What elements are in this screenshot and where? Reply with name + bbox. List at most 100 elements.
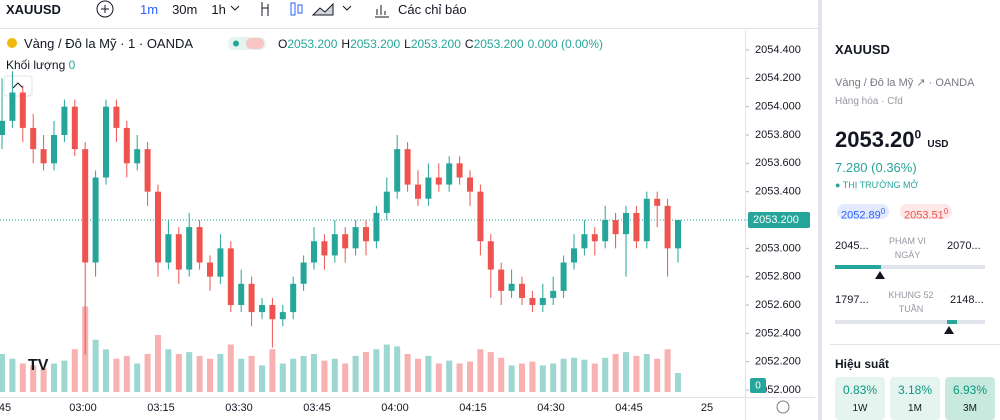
candle-body [591,234,598,242]
volume-bar [508,365,515,392]
candle-body [446,163,453,185]
candle-body [394,149,401,192]
volume-bar [425,355,432,392]
volume-bar [144,354,151,392]
day-range-fill [835,265,881,269]
volume-bar [279,363,286,392]
candle-body [487,241,494,270]
volume-bar [675,373,681,392]
volume-title: Khối lượng [6,58,66,72]
volume-bar [259,365,265,392]
settings-icon[interactable] [776,400,790,414]
price: 2053.20 [835,127,915,152]
dropdown-icon[interactable] [230,5,240,11]
indicators-icon[interactable] [375,5,389,18]
volume-bar [373,349,380,392]
status-dot [233,40,239,47]
volume-axis-box [750,378,766,393]
interval[interactable]: 30m [172,2,198,17]
symbol[interactable]: XAUUSD [6,2,61,17]
candle-body [269,305,276,320]
x-tick-label: 25 [701,402,713,414]
candle-body [155,191,161,263]
ohlc-value: 2053.200 [350,37,401,51]
add-icon[interactable] [96,0,114,18]
volume-bar [217,354,224,392]
volume-bar [529,361,536,392]
candle-body [227,248,234,306]
candle-style-icon[interactable] [290,2,296,16]
candle-body [290,283,297,313]
volume-bar [633,355,640,392]
interval[interactable]: 1m [140,2,159,17]
add-icon-plus [101,5,109,13]
side-price: 2053.200 USD [835,127,948,153]
volume-bar [30,365,37,392]
y-tick-label: 2052.400 [755,327,801,339]
volume-bar [456,363,463,392]
candle-body [196,227,203,263]
candle-body [508,283,515,291]
volume-bar [571,357,577,392]
performance-period: 3M [963,403,977,414]
x-tick-label: 03:45 [303,402,331,414]
volume-bar [238,358,245,392]
volume-bar [383,344,390,392]
collapse-button[interactable] [3,75,33,97]
ask-value: 2053.51 [904,209,944,222]
candle-body [82,149,89,263]
candle-body [654,198,661,206]
candle-body [300,262,307,284]
day-low: 2045... [835,240,869,252]
y-tick-label: 2052.200 [755,356,801,368]
ohlc-key: O [278,37,288,51]
ohlc-key: L [404,37,411,51]
y-tick-label: 2054.400 [755,44,801,56]
volume-bar [446,360,453,392]
candle-body [425,177,432,199]
candle-body [498,269,505,291]
ohlc-key: H [341,37,351,51]
x-tick-label: 45 [0,402,11,414]
candle-body [643,198,650,242]
candle-body [19,92,26,128]
last-price-label: 2053.200 [753,214,799,226]
side-name: Vàng / Đô la Mỹ [835,77,914,89]
interval[interactable]: 1h [211,2,226,17]
volume-axis-label: 0 [755,381,761,392]
y-tick-label: 2052.600 [755,299,801,311]
candle-body [664,205,671,249]
performance-tile: 3.18% 1M [890,377,940,420]
dropdown-icon[interactable] [342,5,352,11]
area-style-icon[interactable] [311,2,334,16]
collapse-icon [12,82,24,89]
performance-period: 1M [908,403,922,414]
divider [830,344,1000,345]
bar-style-icon[interactable] [261,2,269,16]
bid: 2052.890 [837,204,890,222]
volume-bar [311,354,317,392]
candle-body [248,283,255,313]
candle-body [103,106,109,178]
bid-sup: 0 [880,207,886,216]
candle-body [331,234,338,256]
volume-label: Khối lượng 0 [6,58,75,72]
candle-body [373,212,380,242]
volume-bar [134,363,141,392]
volume-bar [321,360,328,392]
candle-body [612,220,619,235]
gold-icon [7,38,17,48]
volume-bar [654,358,661,392]
price-sup: 0 [914,127,922,142]
tv-logo: TV [28,357,49,374]
side-symbol: XAUUSD [835,42,890,57]
volume-bar [113,358,120,392]
side-name-row: Vàng / Đô la Mỹ ↗ · OANDA [835,77,975,89]
candle-body [134,149,141,164]
candle-body [352,227,359,249]
indicators[interactable]: Các chỉ báo [398,2,467,17]
performance-value: 3.18% [897,383,933,397]
year-range-bar [835,320,985,324]
volume-bar [155,335,161,392]
y-tick-label: 2053.600 [755,157,801,169]
